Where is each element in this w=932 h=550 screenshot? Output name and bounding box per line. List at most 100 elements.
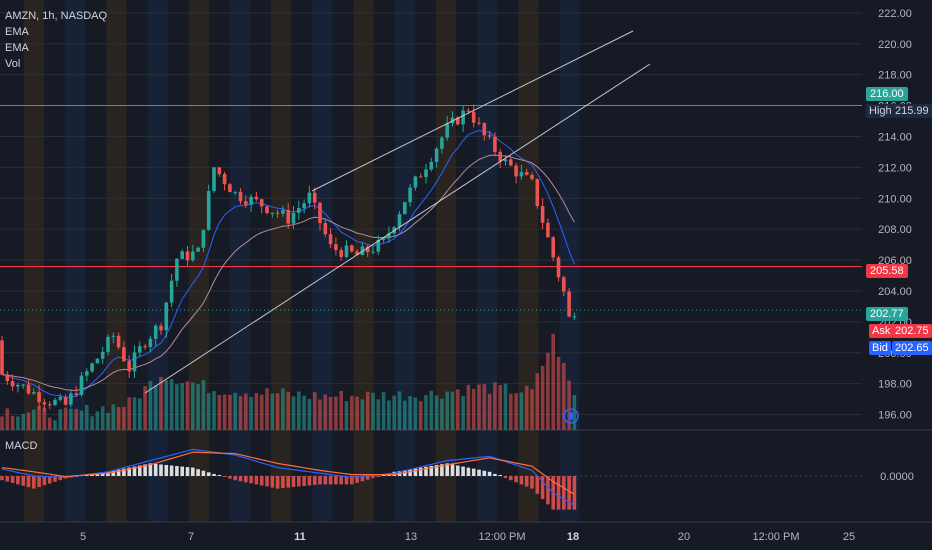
bid-tag-label: Bid (869, 341, 891, 355)
macd-histogram-bar (493, 473, 497, 476)
volume-bar (5, 408, 10, 430)
legend-ema-2[interactable]: EMA (5, 42, 29, 54)
macd-histogram-bar (95, 473, 100, 476)
volume-bar (222, 394, 227, 430)
session-band (271, 0, 292, 522)
volume-bar (254, 393, 259, 430)
volume-bar (567, 380, 571, 430)
volume-bar (244, 393, 248, 430)
candle (339, 247, 343, 261)
high-price-tag: 215.99 (892, 104, 932, 118)
volume-bar (217, 395, 222, 430)
macd-histogram-bar (169, 465, 174, 476)
y-tick-label: 212.00 (878, 162, 912, 174)
volume-bar (355, 396, 359, 430)
legend-ema-1[interactable]: EMA (5, 26, 29, 38)
volume-bar (0, 416, 4, 430)
candle (350, 244, 354, 253)
session-band (147, 0, 168, 522)
volume-bar (100, 406, 105, 430)
trend-channel[interactable] (144, 30, 651, 394)
candle (79, 371, 84, 397)
macd-histogram-bar (116, 469, 121, 476)
macd-legend[interactable]: MACD (5, 440, 38, 452)
axes: 196.00198.00200.00202.00204.00206.00208.… (80, 8, 914, 543)
macd-histogram-bar (16, 476, 20, 485)
macd-histogram-bar (180, 466, 184, 476)
macd-histogram-bar (185, 467, 190, 476)
volume-bar (514, 393, 518, 430)
volume-bar (148, 380, 153, 430)
volume-bar (450, 391, 455, 430)
volume-bar (249, 396, 253, 430)
horizontal-levels[interactable] (0, 105, 862, 311)
macd-histogram-bar (418, 467, 423, 476)
volume-bar (58, 409, 63, 430)
volume-bar (175, 384, 179, 430)
volume-bar (339, 390, 343, 430)
candle (562, 275, 566, 297)
macd-histogram-bar (143, 464, 147, 476)
y-tick-label: 220.00 (878, 39, 912, 51)
x-tick-label: 18 (567, 531, 579, 543)
macd-histogram-bar (312, 476, 317, 485)
candle (111, 332, 116, 344)
candle (100, 346, 105, 364)
volume-bar (535, 373, 540, 430)
candle (85, 368, 89, 382)
volume-bar (42, 407, 47, 430)
chart-legend: AMZN, 1h, NASDAQ EMA EMA Vol (5, 8, 107, 72)
candle (371, 245, 375, 255)
volume-bar (138, 398, 142, 430)
macd-histogram-bar (344, 476, 349, 485)
volume-bar (16, 416, 20, 430)
macd-histogram-bar (281, 476, 285, 489)
volume-bar (196, 384, 200, 430)
macd-histogram-bar (535, 476, 540, 494)
candle (233, 191, 237, 196)
legend-volume[interactable]: Vol (5, 58, 21, 70)
macd-histogram-bar (456, 465, 460, 476)
candle (127, 355, 131, 379)
candle (228, 182, 232, 193)
volume-bar (546, 352, 550, 430)
candle (498, 148, 502, 168)
session-band (312, 0, 333, 522)
candle (138, 341, 142, 357)
volume-bar (429, 390, 434, 430)
session-band (436, 0, 456, 522)
volume-bar (69, 408, 73, 430)
candle (159, 322, 163, 335)
candle (424, 163, 428, 184)
channel-upper-line (311, 30, 634, 192)
bid-price-tag: 202.65 (892, 341, 932, 355)
macd-histogram-bar (376, 476, 381, 477)
volume-bar (297, 391, 301, 430)
macd-histogram-bar (307, 476, 312, 486)
macd-histogram-bar (477, 469, 481, 476)
candle (286, 202, 290, 229)
candle (493, 132, 497, 157)
candle (191, 244, 195, 262)
volume-bar (562, 363, 566, 430)
macd-histogram-bar (106, 471, 110, 476)
volume-bar (259, 394, 264, 430)
volume-bar (212, 391, 216, 430)
symbol-title[interactable]: AMZN, 1h, NASDAQ (5, 10, 108, 22)
candle (509, 156, 513, 167)
volume-bar (471, 388, 476, 430)
volume-bar (440, 398, 444, 430)
volume-bar (122, 407, 126, 430)
alert-icon[interactable] (563, 408, 579, 424)
candle (95, 357, 100, 364)
candle (556, 255, 561, 282)
candle (519, 165, 524, 180)
session-backgrounds (24, 0, 580, 522)
ask-price-tag: 202.75 (892, 324, 932, 338)
candle (408, 184, 412, 207)
macd-histogram-bar (175, 466, 179, 476)
macd-histogram-bar (392, 471, 396, 476)
candle (535, 178, 540, 209)
x-tick-label: 7 (188, 531, 194, 543)
